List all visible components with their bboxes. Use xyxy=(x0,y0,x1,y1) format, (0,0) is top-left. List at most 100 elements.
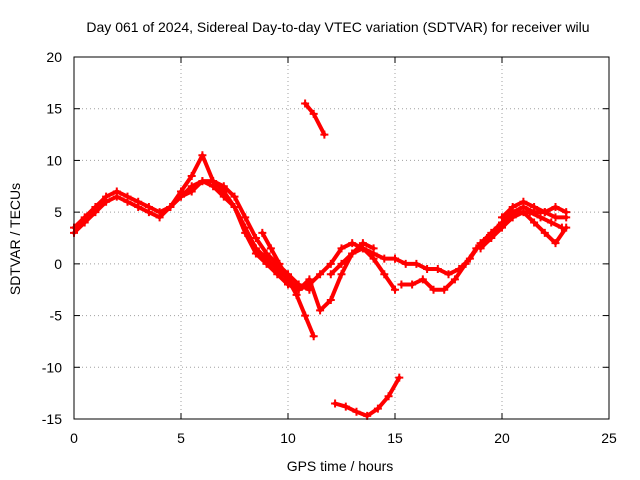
series-trace-track-b xyxy=(72,153,376,313)
axis-ticks: 0 5 10 15 20 25 -15 -10 -5 0 5 10 15 20 xyxy=(42,49,617,446)
data-point-track-f-0 xyxy=(331,399,340,408)
data-point-track-a-26 xyxy=(348,239,357,248)
data-point-track-b-2 xyxy=(91,208,100,217)
data-point-track-i-4 xyxy=(440,285,449,294)
data-point-track-e-0 xyxy=(301,99,310,108)
data-point-track-b-7 xyxy=(144,208,153,217)
data-point-track-d-6 xyxy=(309,332,318,341)
data-point-track-b-8 xyxy=(155,213,164,222)
series-track-k xyxy=(498,197,571,222)
data-point-track-a-23 xyxy=(316,270,325,279)
data-point-track-c-6 xyxy=(230,192,239,201)
series-track-c xyxy=(166,177,314,294)
data-point-track-b-24 xyxy=(326,296,335,305)
y-axis-title: SDTVAR / TECUs xyxy=(7,183,23,295)
data-point-track-c-8 xyxy=(251,234,260,242)
data-point-track-c-3 xyxy=(198,177,207,186)
data-point-track-i-13 xyxy=(536,213,545,222)
data-point-track-g-1 xyxy=(337,259,346,268)
data-point-track-h-4 xyxy=(433,265,442,274)
data-point-track-j-7 xyxy=(551,239,560,248)
series-track-h xyxy=(391,202,571,279)
data-point-track-c-5 xyxy=(219,182,228,191)
series-track-j xyxy=(476,208,571,253)
x-tick-label-2: 10 xyxy=(280,430,296,446)
data-point-track-a-24 xyxy=(326,259,335,268)
series-track-d xyxy=(258,228,318,341)
y-tick-label-2: -5 xyxy=(50,308,63,324)
data-point-track-e-2 xyxy=(320,130,329,139)
data-point-track-b-15 xyxy=(230,202,239,211)
data-point-track-c-9 xyxy=(262,249,271,258)
data-point-track-i-2 xyxy=(418,275,427,284)
data-point-track-h-3 xyxy=(423,265,432,274)
data-point-track-j-3 xyxy=(508,213,517,222)
data-point-track-d-4 xyxy=(292,290,301,299)
data-point-track-h-0 xyxy=(391,254,399,263)
data-point-track-h-5 xyxy=(444,270,453,279)
data-point-track-i-1 xyxy=(408,280,417,289)
data-point-track-k-1 xyxy=(508,202,517,211)
data-point-track-j-6 xyxy=(540,228,549,237)
data-point-track-c-4 xyxy=(209,177,218,186)
data-point-track-f-4 xyxy=(373,404,382,413)
data-point-track-c-0 xyxy=(166,202,175,211)
data-point-track-k-0 xyxy=(498,213,506,222)
data-point-track-d-0 xyxy=(258,228,267,237)
data-point-track-d-1 xyxy=(266,244,275,253)
data-point-track-b-3 xyxy=(102,197,111,206)
data-point-track-d-3 xyxy=(284,275,292,284)
x-tick-label-5: 25 xyxy=(601,430,617,446)
data-point-track-j-2 xyxy=(498,223,506,232)
grid-lines xyxy=(74,57,609,419)
series-track-e xyxy=(301,99,329,139)
data-point-track-f-1 xyxy=(341,402,350,411)
data-point-track-j-5 xyxy=(530,218,539,227)
y-tick-label-7: 20 xyxy=(46,49,62,65)
data-point-track-i-6 xyxy=(461,259,470,268)
data-point-track-d-2 xyxy=(275,259,284,268)
data-point-track-b-19 xyxy=(273,270,282,279)
data-point-track-i-0 xyxy=(397,280,406,289)
data-point-track-k-6 xyxy=(562,213,571,222)
data-point-track-h-15 xyxy=(551,202,560,211)
data-point-track-g-4 xyxy=(369,254,378,263)
data-point-track-d-5 xyxy=(301,311,310,320)
series-track-f xyxy=(331,373,404,420)
x-tick-label-4: 20 xyxy=(494,430,510,446)
data-point-track-i-3 xyxy=(429,285,438,294)
data-point-track-c-7 xyxy=(241,213,250,222)
data-point-track-j-1 xyxy=(487,234,496,242)
data-point-track-k-3 xyxy=(530,202,539,211)
data-point-track-k-4 xyxy=(540,208,549,217)
y-tick-label-4: 5 xyxy=(54,204,62,220)
data-point-track-f-6 xyxy=(395,373,404,382)
data-point-track-i-5 xyxy=(450,275,459,284)
data-point-track-b-12 xyxy=(198,151,207,160)
data-point-track-i-14 xyxy=(547,218,556,227)
data-point-track-h-1 xyxy=(401,259,410,268)
data-point-track-k-2 xyxy=(519,197,528,206)
data-point-track-b-18 xyxy=(262,259,271,268)
plot-border xyxy=(73,56,610,420)
data-point-track-b-1 xyxy=(80,218,89,227)
data-point-track-b-22 xyxy=(305,275,314,284)
x-tick-label-0: 0 xyxy=(70,430,78,446)
data-point-track-b-4 xyxy=(112,192,121,201)
data-point-track-g-6 xyxy=(391,285,399,294)
data-point-track-a-29 xyxy=(380,254,389,263)
y-tick-label-3: 0 xyxy=(54,256,62,272)
series-trace-track-e xyxy=(303,101,327,137)
y-tick-label-0: -15 xyxy=(42,411,62,427)
y-tick-label-6: 15 xyxy=(46,101,62,117)
data-point-track-f-5 xyxy=(384,392,393,401)
x-tick-label-1: 5 xyxy=(177,430,185,446)
data-point-track-c-1 xyxy=(177,192,185,201)
series-track-i xyxy=(397,208,566,294)
data-point-track-b-6 xyxy=(134,202,143,211)
data-point-track-j-0 xyxy=(476,244,485,253)
series-trace-track-g xyxy=(328,246,397,292)
data-point-track-g-0 xyxy=(326,270,335,279)
x-tick-label-3: 15 xyxy=(387,430,403,446)
